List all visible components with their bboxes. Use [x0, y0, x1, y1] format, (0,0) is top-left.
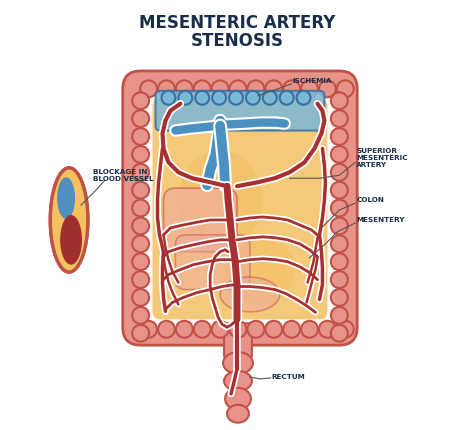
- Ellipse shape: [223, 352, 253, 374]
- Circle shape: [319, 80, 336, 97]
- Circle shape: [263, 91, 277, 105]
- Ellipse shape: [57, 177, 75, 219]
- Ellipse shape: [50, 168, 88, 272]
- Text: SUPERIOR
MESENTERIC
ARTERY: SUPERIOR MESENTERIC ARTERY: [356, 148, 408, 169]
- FancyBboxPatch shape: [145, 91, 336, 327]
- Circle shape: [331, 110, 348, 127]
- Text: MESENTERY: MESENTERY: [356, 217, 405, 223]
- Circle shape: [212, 91, 226, 105]
- Ellipse shape: [225, 235, 295, 304]
- Circle shape: [337, 80, 354, 97]
- Circle shape: [337, 321, 354, 338]
- Ellipse shape: [178, 150, 262, 250]
- Circle shape: [331, 146, 348, 163]
- Ellipse shape: [224, 371, 252, 391]
- Circle shape: [158, 80, 175, 97]
- Circle shape: [265, 80, 282, 97]
- Circle shape: [132, 128, 149, 145]
- Circle shape: [246, 91, 260, 105]
- Circle shape: [132, 271, 149, 288]
- Circle shape: [331, 200, 348, 216]
- Circle shape: [229, 321, 246, 338]
- Circle shape: [132, 218, 149, 234]
- Circle shape: [178, 91, 192, 105]
- Circle shape: [132, 235, 149, 252]
- Circle shape: [283, 80, 300, 97]
- Circle shape: [132, 325, 149, 342]
- Text: COLON: COLON: [356, 197, 384, 203]
- Circle shape: [132, 182, 149, 199]
- Circle shape: [176, 321, 193, 338]
- Text: MESENTERIC ARTERY: MESENTERIC ARTERY: [139, 14, 335, 32]
- FancyBboxPatch shape: [153, 99, 328, 319]
- Circle shape: [212, 80, 228, 97]
- Circle shape: [331, 164, 348, 181]
- Circle shape: [319, 321, 336, 338]
- Circle shape: [194, 321, 210, 338]
- Circle shape: [331, 325, 348, 342]
- Circle shape: [283, 321, 300, 338]
- Circle shape: [331, 271, 348, 288]
- Circle shape: [132, 289, 149, 306]
- Ellipse shape: [220, 277, 280, 312]
- Circle shape: [132, 253, 149, 270]
- Circle shape: [301, 80, 318, 97]
- Text: BLOCKAGE IN
BLOOD VESSEL: BLOCKAGE IN BLOOD VESSEL: [93, 169, 154, 182]
- Ellipse shape: [227, 405, 249, 423]
- FancyBboxPatch shape: [175, 235, 250, 289]
- Circle shape: [195, 91, 209, 105]
- Circle shape: [162, 91, 175, 105]
- Circle shape: [297, 91, 310, 105]
- Circle shape: [331, 182, 348, 199]
- Circle shape: [132, 146, 149, 163]
- Circle shape: [158, 321, 175, 338]
- Circle shape: [229, 80, 246, 97]
- Circle shape: [331, 307, 348, 324]
- FancyBboxPatch shape: [123, 71, 357, 345]
- Circle shape: [331, 92, 348, 109]
- FancyBboxPatch shape: [164, 188, 237, 252]
- Circle shape: [132, 92, 149, 109]
- Circle shape: [280, 91, 293, 105]
- Text: RECTUM: RECTUM: [272, 374, 306, 380]
- Circle shape: [331, 128, 348, 145]
- Circle shape: [212, 321, 228, 338]
- Circle shape: [132, 307, 149, 324]
- Ellipse shape: [60, 215, 82, 265]
- Circle shape: [132, 200, 149, 216]
- Circle shape: [265, 321, 282, 338]
- Circle shape: [140, 80, 157, 97]
- FancyBboxPatch shape: [155, 91, 324, 131]
- Text: STENOSIS: STENOSIS: [191, 32, 283, 50]
- Circle shape: [301, 321, 318, 338]
- Text: ISCHEMIA: ISCHEMIA: [292, 78, 332, 84]
- Circle shape: [331, 289, 348, 306]
- Circle shape: [176, 80, 193, 97]
- Circle shape: [331, 253, 348, 270]
- Ellipse shape: [225, 388, 251, 410]
- Circle shape: [132, 110, 149, 127]
- Circle shape: [229, 91, 243, 105]
- Circle shape: [140, 321, 157, 338]
- Circle shape: [247, 80, 264, 97]
- Circle shape: [247, 321, 264, 338]
- Circle shape: [331, 235, 348, 252]
- Circle shape: [132, 164, 149, 181]
- FancyBboxPatch shape: [224, 323, 252, 359]
- Circle shape: [194, 80, 210, 97]
- Circle shape: [331, 218, 348, 234]
